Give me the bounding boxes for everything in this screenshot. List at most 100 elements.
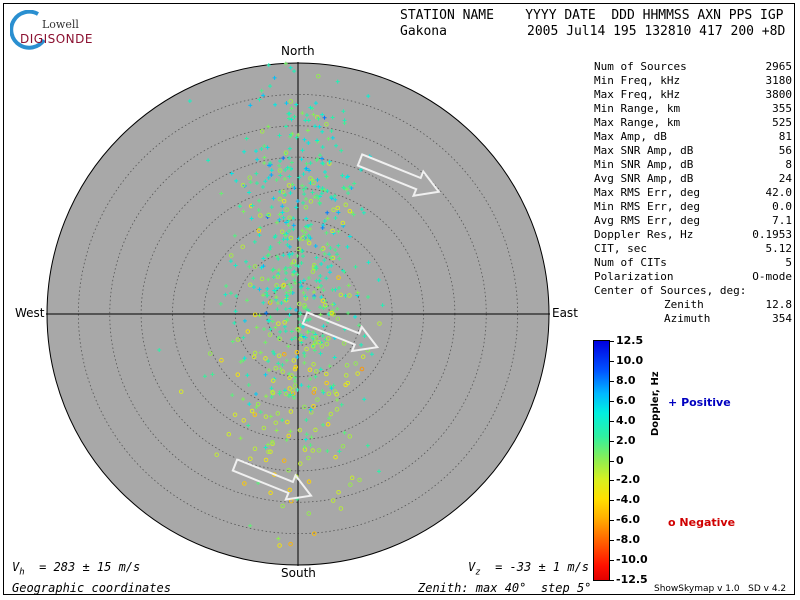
source-point-positive (325, 265, 330, 270)
source-point-positive (291, 227, 296, 232)
colorbar-tick-label: -12.5 (616, 573, 648, 586)
source-point-positive (261, 326, 266, 331)
source-point-positive (299, 261, 304, 266)
source-point-negative (338, 292, 344, 298)
source-point-positive (322, 219, 327, 224)
source-point-negative (316, 448, 322, 453)
source-point-negative (232, 412, 238, 417)
source-point-positive (258, 350, 263, 355)
source-point-positive (274, 178, 279, 183)
source-point-positive (355, 290, 360, 295)
source-point-negative (266, 449, 271, 455)
source-point-positive (312, 295, 317, 300)
source-point-positive (269, 168, 274, 173)
stat-label: Min SNR Amp, dB (594, 158, 694, 171)
source-point-positive (232, 321, 237, 326)
source-point-positive (305, 128, 310, 133)
source-point-positive (242, 356, 247, 361)
source-point-positive (309, 435, 314, 440)
source-point-negative (284, 207, 290, 212)
source-point-positive (294, 326, 299, 331)
source-point-positive (278, 173, 283, 178)
stat-label: Polarization (594, 270, 674, 283)
source-point-negative (229, 253, 234, 258)
source-point-negative (293, 364, 298, 370)
source-point-positive (329, 263, 334, 268)
source-point-negative (240, 244, 245, 249)
source-point-negative (178, 389, 184, 394)
source-point-positive (298, 285, 303, 290)
source-point-positive (336, 210, 341, 215)
source-point-negative (329, 310, 335, 316)
source-point-negative (259, 276, 265, 282)
source-point-positive (304, 113, 309, 118)
center-azimuth-row: Azimuth 354 (594, 312, 792, 326)
source-point-negative (313, 335, 319, 340)
source-point-positive (278, 366, 283, 371)
source-point-positive (291, 393, 296, 398)
source-point-positive (292, 278, 297, 283)
source-point-positive (318, 351, 323, 356)
source-point-positive (362, 397, 367, 402)
source-point-positive (308, 407, 313, 412)
stat-value: 42.0 (765, 186, 793, 199)
source-point-positive (308, 377, 313, 382)
source-point-positive (290, 131, 295, 136)
source-point-positive (322, 188, 327, 193)
source-point-positive (335, 397, 340, 402)
center-zenith-row: Zenith 12.8 (594, 298, 792, 312)
source-point-positive (283, 61, 288, 66)
source-point-positive (157, 348, 162, 353)
source-point-positive (277, 133, 282, 138)
source-point-positive (321, 306, 326, 311)
velocity-arrow (301, 311, 380, 353)
source-point-positive (301, 200, 306, 205)
source-point-positive (229, 171, 234, 176)
source-point-positive (246, 382, 251, 387)
source-point-positive (292, 69, 297, 74)
source-point-positive (272, 288, 277, 293)
source-point-negative (263, 414, 269, 419)
source-point-negative (286, 433, 291, 439)
source-point-positive (288, 306, 293, 311)
source-point-negative (348, 482, 353, 487)
source-point-positive (266, 442, 271, 447)
stat-row: Avg SNR Amp, dB 24 (594, 172, 792, 186)
stat-label: Avg RMS Err, deg (594, 214, 700, 227)
source-point-negative (288, 235, 294, 241)
source-point-negative (263, 356, 268, 361)
colorbar-tick-label: -2.0 (616, 473, 641, 487)
stats-panel: Num of Sources 2965 Min Freq, kHz 3180 Max F… (594, 60, 792, 326)
source-point-positive (306, 223, 311, 228)
source-point-negative (247, 282, 253, 288)
source-point-positive (295, 272, 300, 277)
source-point-positive (299, 157, 304, 162)
source-point-negative (331, 207, 336, 213)
source-point-positive (264, 394, 269, 399)
colorbar-tick-label: 12.5 (616, 334, 644, 347)
source-point-negative (251, 354, 257, 360)
digisonde-logo: Lowell DIGISONDE (10, 10, 100, 50)
source-point-positive (262, 143, 267, 148)
colorbar-tick-mark (610, 341, 614, 342)
stat-label: Max SNR Amp, dB (594, 144, 694, 157)
source-point-positive (322, 115, 327, 120)
stat-value: 8 (785, 158, 792, 171)
source-point-positive (289, 285, 294, 290)
source-point-positive (280, 210, 285, 215)
stat-value: 525 (772, 116, 792, 129)
source-point-positive (256, 207, 261, 212)
source-point-negative (311, 403, 316, 409)
direction-west: West (15, 306, 45, 320)
source-point-positive (247, 264, 252, 269)
stat-label: Max RMS Err, deg (594, 186, 700, 199)
source-point-positive (257, 287, 262, 292)
stat-value: 5.12 (765, 242, 793, 255)
source-point-positive (287, 111, 292, 116)
source-point-negative (281, 282, 287, 288)
source-point-positive (263, 372, 268, 377)
source-point-positive (318, 305, 323, 310)
source-point-positive (272, 75, 277, 80)
source-point-negative (338, 506, 344, 511)
source-point-positive (238, 436, 243, 441)
